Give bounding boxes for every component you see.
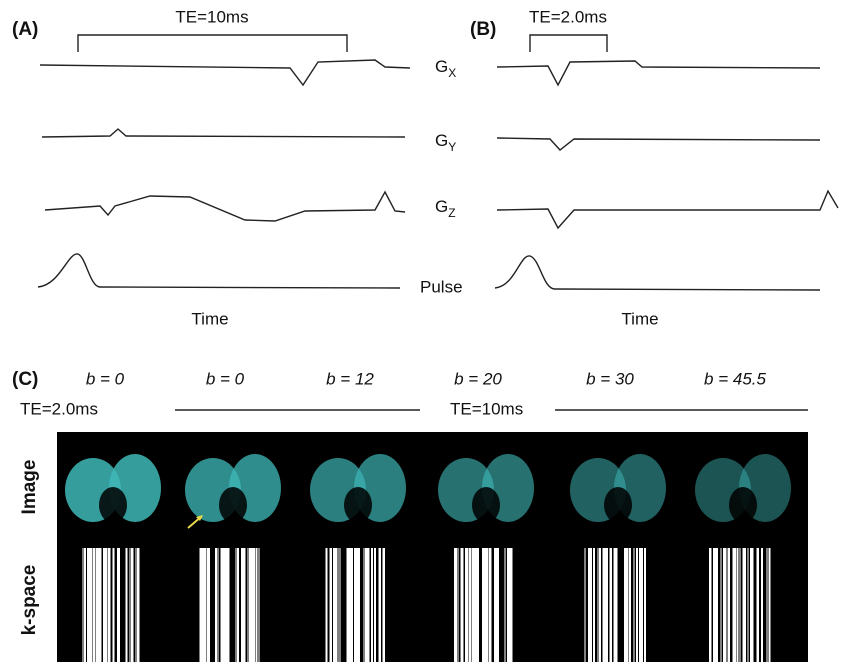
b-label: b = 12 [326,369,374,388]
time-label: Time [191,309,228,328]
heart [99,487,127,523]
waveform-gx [496,60,821,87]
image-panel [57,432,808,662]
panel-label: (C) [12,369,38,390]
panel-label: (B) [470,19,496,40]
waveform-gy [496,137,821,151]
label-sub: Y [448,140,456,154]
pulse-label: Pulse [420,277,463,296]
row-label: Image [19,460,40,515]
k-space-images [82,548,771,662]
waveform-gz [44,190,406,222]
lung-images [65,454,791,523]
heart [344,487,372,523]
te-label: TE=2.0ms [20,399,98,418]
row-label: k-space [19,565,40,636]
te-label: TE=10ms [175,7,248,26]
waveform-gz [496,189,839,230]
label-sub: Z [448,206,455,220]
heart [729,487,757,523]
label-sub: X [448,66,456,80]
panel-label: (A) [12,19,38,40]
waveform-pulse [37,253,401,289]
b-label: b = 45.5 [704,369,766,388]
te-label: TE=2.0ms [529,7,607,26]
b-label: b = 30 [586,369,634,388]
gradient-label: GX [435,57,456,80]
te-bracket [529,34,608,52]
waveform-gy [41,128,406,138]
te-bracket [77,34,348,52]
label-base: G [435,131,448,150]
b-label: b = 20 [454,369,502,388]
waveform-pulse [494,255,821,291]
gradient-label: GZ [435,197,456,220]
b-label: b = 0 [86,369,125,388]
label-base: G [435,57,448,76]
gradient-label: GY [435,131,456,154]
heart [219,487,247,523]
b-labels: b = 0 b = 0 b = 12 b = 20 b = 30 b = 45.5 [86,369,767,388]
heart [604,487,632,523]
label-base: G [435,197,448,216]
arrow-head [196,515,203,521]
heart [472,487,500,523]
te-label: TE=10ms [450,399,523,418]
time-label: Time [621,309,658,328]
waveform-gx [39,59,411,87]
b-label: b = 0 [206,369,245,388]
